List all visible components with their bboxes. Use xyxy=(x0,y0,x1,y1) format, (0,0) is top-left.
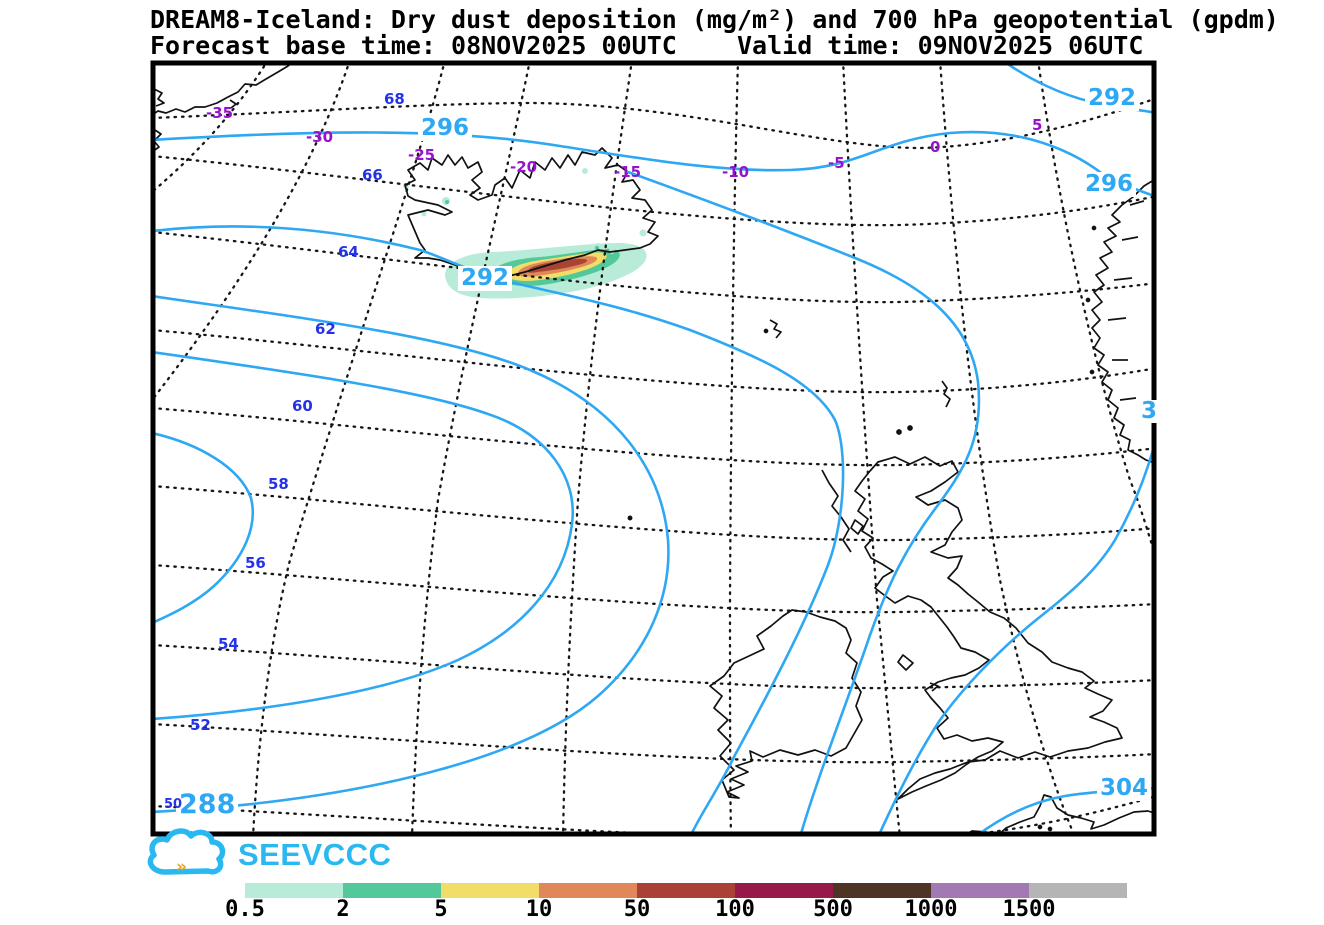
map-subtitle-times: Forecast base time: 08NOV2025 00UTC Vali… xyxy=(150,31,1144,60)
lat-label-60: 60 xyxy=(292,397,313,415)
scale-seg-500-1000 xyxy=(833,883,931,898)
contour-label-300-partial: 3 xyxy=(1141,398,1158,424)
lon-label-minus30: -30 xyxy=(306,128,334,146)
contour-label-304: 304 xyxy=(1097,776,1152,801)
scale-tick-1000: 1000 xyxy=(904,897,958,922)
lat-label-52: 52 xyxy=(190,716,211,734)
deposition-color-scale xyxy=(245,883,1127,898)
lon-label-minus5: -5 xyxy=(828,154,845,172)
lon-label-0: 0 xyxy=(930,138,941,156)
lon-label-5: 5 xyxy=(1032,116,1043,134)
scale-seg-50-100 xyxy=(637,883,735,898)
scale-tick-2: 2 xyxy=(336,897,350,922)
contour-label-292-topright: 292 xyxy=(1085,86,1140,111)
contour-296-north xyxy=(153,130,1154,198)
scale-tick-50: 50 xyxy=(623,897,651,922)
scale-tick-1500: 1500 xyxy=(1002,897,1056,922)
scale-tick-5: 5 xyxy=(434,897,448,922)
lat-label-68: 68 xyxy=(384,90,405,108)
contour-292-main xyxy=(153,225,845,834)
contour-284-loop xyxy=(153,350,575,721)
ireland-coast xyxy=(709,609,863,799)
contour-label-292-iceland: 292 xyxy=(458,266,513,291)
contour-296-south xyxy=(626,170,981,834)
lat-label-58: 58 xyxy=(268,475,289,493)
lat-label-50: 50 xyxy=(164,797,183,812)
lat-label-56: 56 xyxy=(245,554,266,572)
lat-label-66: 66 xyxy=(362,166,383,184)
contour-280-loop xyxy=(153,431,255,624)
lat-label-64: 64 xyxy=(338,243,359,261)
scale-seg-100-500 xyxy=(735,883,833,898)
dust-deposition-plume xyxy=(403,168,647,299)
lat-label-62: 62 xyxy=(315,320,336,338)
scale-tick-500: 500 xyxy=(813,897,853,922)
scale-tick-10: 10 xyxy=(525,897,553,922)
coastlines xyxy=(153,63,1154,834)
lat-label-54: 54 xyxy=(218,635,239,653)
geopotential-contours xyxy=(153,63,1154,834)
scale-seg-2-5 xyxy=(343,883,441,898)
britain-coast xyxy=(854,456,1123,800)
seevccc-cloud-logo: » xyxy=(147,828,226,877)
scale-tick-100: 100 xyxy=(715,897,755,922)
scale-seg-1500plus xyxy=(1029,883,1127,898)
lon-label-minus25: -25 xyxy=(408,146,436,164)
contour-288-loop xyxy=(153,294,670,814)
lon-label-minus15: -15 xyxy=(614,163,642,181)
lon-label-minus20: -20 xyxy=(510,158,538,176)
france-coast xyxy=(965,794,1154,834)
scale-seg-5-10 xyxy=(441,883,539,898)
greenland-coast xyxy=(153,63,293,116)
scale-seg-0.5-2 xyxy=(245,883,343,898)
logo-arrow-icon: » xyxy=(176,857,187,877)
contour-label-288: 288 xyxy=(176,790,239,819)
map-title: DREAM8-Iceland: Dry dust deposition (mg/… xyxy=(150,5,1279,34)
scale-seg-1000-1500 xyxy=(931,883,1029,898)
contour-label-296-right: 296 xyxy=(1082,172,1137,197)
contour-300 xyxy=(877,442,1154,834)
lon-label-minus35: -35 xyxy=(206,104,234,122)
seevccc-logo-text: SEEVCCC xyxy=(238,837,392,872)
contour-label-296-top: 296 xyxy=(418,116,473,141)
iceland-coast xyxy=(404,147,659,279)
scale-seg-10-50 xyxy=(539,883,637,898)
map-frame xyxy=(150,60,1157,837)
norway-coast xyxy=(1091,178,1154,464)
scale-tick-0.5: 0.5 xyxy=(225,897,265,922)
lat-lon-graticule xyxy=(153,63,1154,834)
lon-label-minus10: -10 xyxy=(722,163,750,181)
